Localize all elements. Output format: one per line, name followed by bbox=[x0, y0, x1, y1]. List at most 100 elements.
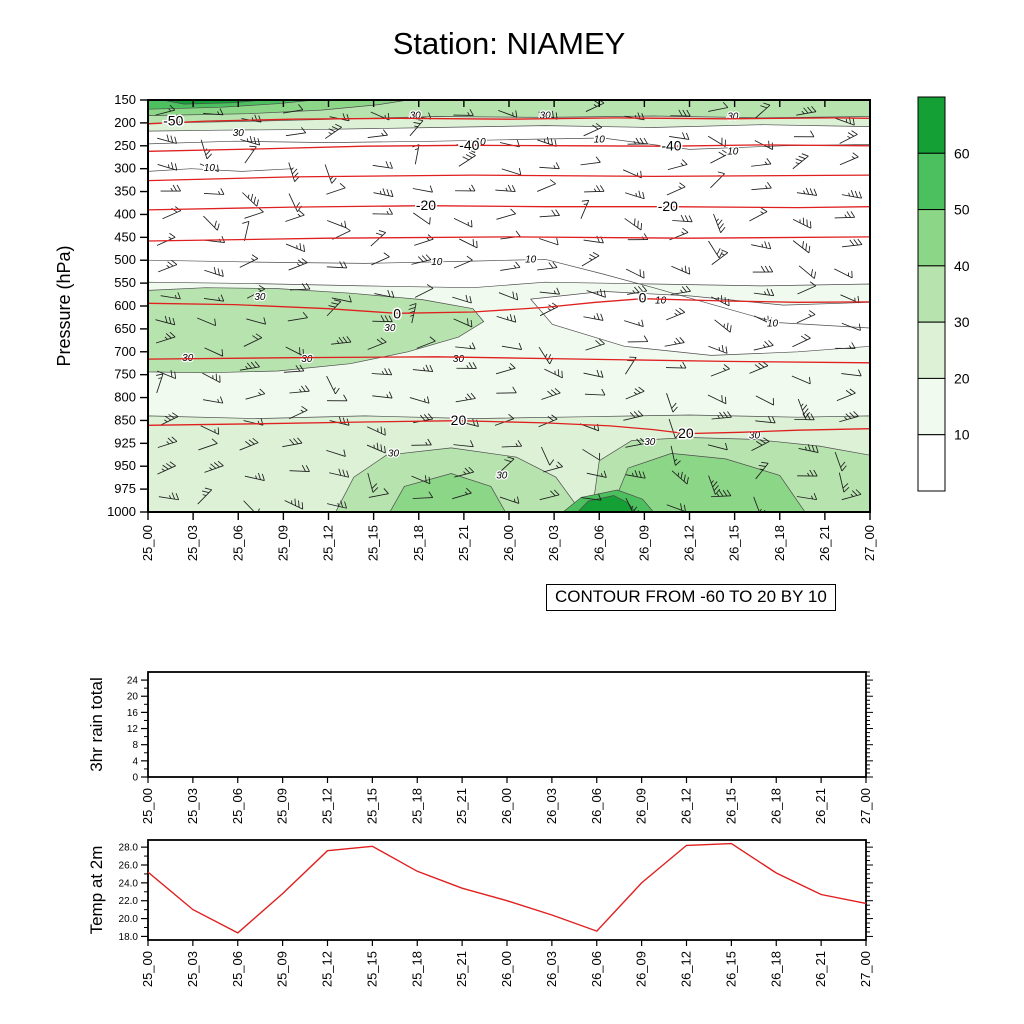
svg-text:10: 10 bbox=[727, 146, 739, 157]
svg-text:20: 20 bbox=[451, 412, 467, 428]
svg-text:-40: -40 bbox=[661, 138, 681, 154]
svg-text:25_03: 25_03 bbox=[185, 525, 200, 561]
svg-text:26_21: 26_21 bbox=[817, 525, 832, 561]
svg-text:26_12: 26_12 bbox=[679, 788, 694, 824]
svg-text:26_03: 26_03 bbox=[544, 788, 559, 824]
svg-text:250: 250 bbox=[114, 138, 136, 153]
svg-text:26_06: 26_06 bbox=[589, 951, 604, 987]
svg-text:850: 850 bbox=[114, 412, 136, 427]
svg-text:30: 30 bbox=[384, 323, 396, 334]
svg-text:-40: -40 bbox=[459, 137, 479, 153]
svg-text:0: 0 bbox=[393, 305, 401, 321]
svg-text:25_18: 25_18 bbox=[409, 951, 424, 987]
svg-text:26_06: 26_06 bbox=[589, 788, 604, 824]
svg-text:26_15: 26_15 bbox=[723, 951, 738, 987]
svg-text:30: 30 bbox=[410, 111, 422, 122]
svg-text:30: 30 bbox=[954, 314, 970, 330]
svg-text:30: 30 bbox=[254, 292, 266, 303]
svg-text:27_00: 27_00 bbox=[858, 951, 873, 987]
svg-text:26.0: 26.0 bbox=[119, 861, 139, 872]
svg-text:200: 200 bbox=[114, 115, 136, 130]
svg-text:26_18: 26_18 bbox=[768, 788, 783, 824]
svg-text:25_09: 25_09 bbox=[275, 788, 290, 824]
svg-text:750: 750 bbox=[114, 367, 136, 382]
rain-3hr-ylabel: 3hr rain total bbox=[87, 677, 106, 772]
svg-text:25_21: 25_21 bbox=[454, 788, 469, 824]
svg-text:26_00: 26_00 bbox=[499, 788, 514, 824]
svg-text:4: 4 bbox=[132, 756, 138, 767]
svg-text:26_09: 26_09 bbox=[636, 525, 651, 561]
svg-text:30: 30 bbox=[233, 128, 245, 139]
svg-text:26_18: 26_18 bbox=[772, 525, 787, 561]
svg-text:28.0: 28.0 bbox=[119, 843, 139, 854]
svg-text:25_15: 25_15 bbox=[364, 788, 379, 824]
svg-text:25_00: 25_00 bbox=[140, 951, 155, 987]
svg-text:20: 20 bbox=[954, 370, 970, 386]
svg-text:26_12: 26_12 bbox=[679, 951, 694, 987]
svg-text:10: 10 bbox=[954, 427, 970, 443]
svg-text:500: 500 bbox=[114, 252, 136, 267]
svg-text:18.0: 18.0 bbox=[119, 932, 139, 943]
svg-text:27_00: 27_00 bbox=[858, 788, 873, 824]
svg-text:30: 30 bbox=[453, 354, 465, 365]
svg-text:30: 30 bbox=[727, 111, 739, 122]
svg-text:925: 925 bbox=[114, 435, 136, 450]
svg-text:22.0: 22.0 bbox=[119, 896, 139, 907]
svg-text:26_03: 26_03 bbox=[546, 525, 561, 561]
svg-text:25_00: 25_00 bbox=[140, 525, 155, 561]
svg-text:26_12: 26_12 bbox=[682, 525, 697, 561]
svg-text:10: 10 bbox=[525, 254, 537, 265]
svg-text:26_21: 26_21 bbox=[813, 788, 828, 824]
svg-text:300: 300 bbox=[114, 161, 136, 176]
svg-text:25_12: 25_12 bbox=[320, 788, 335, 824]
svg-text:25_03: 25_03 bbox=[185, 788, 200, 824]
svg-text:800: 800 bbox=[114, 390, 136, 405]
svg-text:26_09: 26_09 bbox=[634, 788, 649, 824]
svg-text:25_06: 25_06 bbox=[230, 788, 245, 824]
svg-text:26_00: 26_00 bbox=[501, 525, 516, 561]
contour-note: CONTOUR FROM -60 TO 20 BY 10 bbox=[546, 584, 836, 611]
svg-text:10: 10 bbox=[204, 163, 216, 174]
svg-text:400: 400 bbox=[114, 206, 136, 221]
svg-text:26_09: 26_09 bbox=[634, 951, 649, 987]
svg-text:26_15: 26_15 bbox=[723, 788, 738, 824]
humidity-colorbar: 60 50 40 30 20 10 bbox=[917, 96, 970, 492]
svg-text:25_09: 25_09 bbox=[275, 951, 290, 987]
svg-text:50: 50 bbox=[954, 202, 970, 218]
svg-text:25_18: 25_18 bbox=[409, 788, 424, 824]
temp-2m-series bbox=[147, 842, 867, 934]
svg-text:25_03: 25_03 bbox=[185, 951, 200, 987]
svg-text:24.0: 24.0 bbox=[119, 878, 139, 889]
svg-text:1000: 1000 bbox=[107, 504, 136, 519]
svg-text:25_06: 25_06 bbox=[230, 525, 245, 561]
svg-text:25_12: 25_12 bbox=[320, 951, 335, 987]
svg-text:30: 30 bbox=[496, 470, 508, 481]
svg-text:20: 20 bbox=[678, 425, 694, 441]
svg-text:25_21: 25_21 bbox=[454, 951, 469, 987]
svg-text:12: 12 bbox=[127, 724, 139, 735]
svg-text:26_00: 26_00 bbox=[499, 951, 514, 987]
svg-text:30: 30 bbox=[749, 431, 761, 442]
svg-text:650: 650 bbox=[114, 321, 136, 336]
svg-text:10: 10 bbox=[431, 257, 443, 268]
temp-2m-ylabel: Temp at 2m bbox=[87, 846, 106, 935]
svg-text:975: 975 bbox=[114, 481, 136, 496]
svg-text:16: 16 bbox=[127, 708, 139, 719]
pressure-axis-label: Pressure (hPa) bbox=[54, 245, 74, 366]
svg-text:30: 30 bbox=[644, 437, 656, 448]
svg-text:25_15: 25_15 bbox=[366, 525, 381, 561]
svg-text:27_00: 27_00 bbox=[862, 525, 877, 561]
svg-text:26_03: 26_03 bbox=[544, 951, 559, 987]
page-title: Station: NIAMEY bbox=[392, 26, 626, 61]
svg-text:0: 0 bbox=[132, 773, 138, 784]
svg-text:25_15: 25_15 bbox=[364, 951, 379, 987]
svg-text:950: 950 bbox=[114, 458, 136, 473]
svg-text:10: 10 bbox=[655, 296, 667, 307]
rain-3hr-axes: 0 4 8 12 16 20 24 25_00 25_03 25_06 25_09 25_12 25_1… bbox=[127, 671, 873, 824]
svg-text:10: 10 bbox=[767, 318, 779, 329]
svg-text:150: 150 bbox=[114, 92, 136, 107]
